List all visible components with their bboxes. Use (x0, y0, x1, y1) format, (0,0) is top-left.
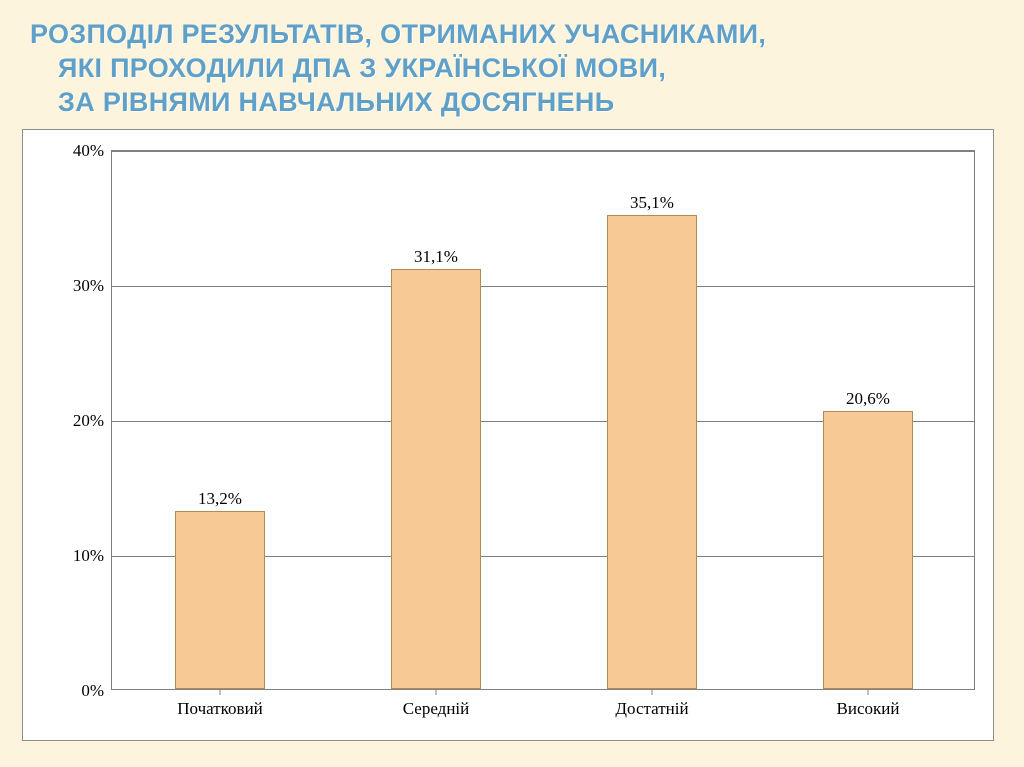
bar (391, 269, 482, 689)
chart-box: 0% 10% 20% 30% 40% 13,2% Початковий 31,1% Середн… (29, 134, 987, 736)
bar (175, 511, 266, 689)
x-tick-label: Початковий (177, 689, 263, 719)
x-tick-label: Середній (403, 689, 469, 719)
bar-value-label: 13,2% (198, 489, 242, 513)
gridline (112, 286, 974, 287)
y-tick-label: 20% (73, 411, 112, 431)
bar-value-label: 31,1% (414, 247, 458, 271)
title-line-1: РОЗПОДІЛ РЕЗУЛЬТАТІВ, ОТРИМАНИХ УЧАСНИКА… (30, 18, 994, 52)
title-line-3: ЗА РІВНЯМИ НАВЧАЛЬНИХ ДОСЯГНЕНЬ (30, 86, 994, 120)
bar-value-label: 20,6% (846, 389, 890, 413)
slide: РОЗПОДІЛ РЕЗУЛЬТАТІВ, ОТРИМАНИХ УЧАСНИКА… (0, 0, 1024, 767)
x-tick-label: Високий (837, 689, 900, 719)
y-tick-label: 40% (73, 141, 112, 161)
y-tick-label: 10% (73, 546, 112, 566)
bar (823, 411, 914, 689)
x-tick-label: Достатній (615, 689, 688, 719)
bar (607, 215, 698, 689)
plot-area: 0%10%20%30%40%13,2%Початковий31,1%Середн… (111, 150, 975, 690)
y-tick-label: 30% (73, 276, 112, 296)
title-line-2: ЯКІ ПРОХОДИЛИ ДПА З УКРАЇНСЬКОЇ МОВИ, (30, 52, 994, 86)
gridline (112, 151, 974, 152)
y-tick-label: 0% (81, 681, 112, 701)
chart-container: 0% 10% 20% 30% 40% 13,2% Початковий 31,1% Середн… (22, 129, 994, 741)
slide-title: РОЗПОДІЛ РЕЗУЛЬТАТІВ, ОТРИМАНИХ УЧАСНИКА… (30, 18, 994, 119)
bar-value-label: 35,1% (630, 193, 674, 217)
